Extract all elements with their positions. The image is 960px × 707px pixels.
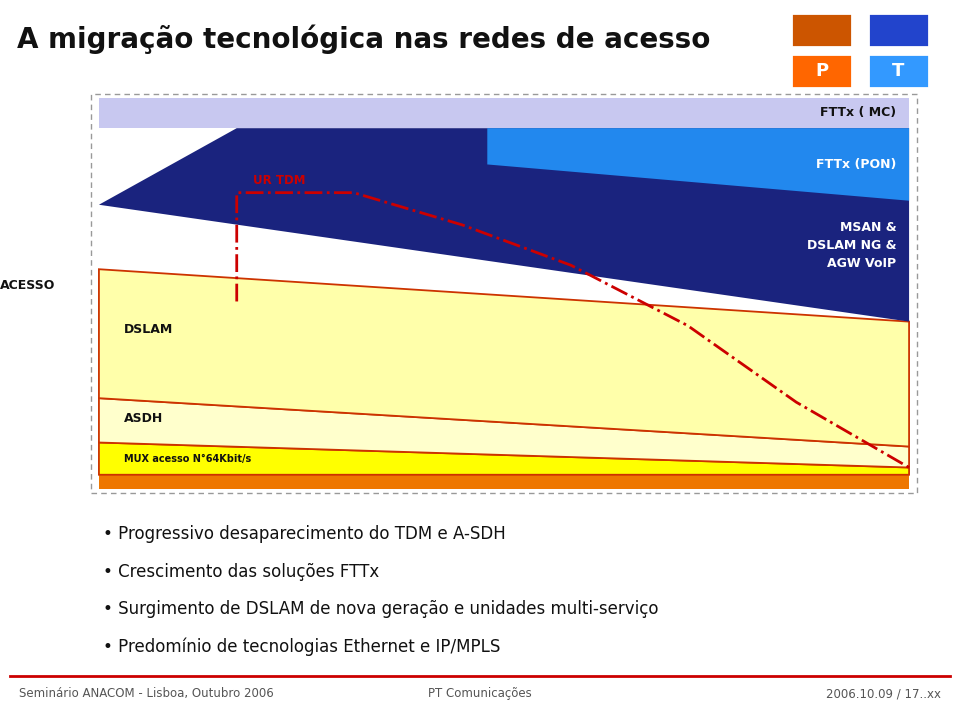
Bar (791, 13, 852, 47)
Text: • Crescimento das soluções FTTx: • Crescimento das soluções FTTx (104, 563, 379, 580)
Text: • Progressivo desaparecimento do TDM e A-SDH: • Progressivo desaparecimento do TDM e A… (104, 525, 506, 543)
Polygon shape (99, 128, 909, 322)
Text: 2006.10.09 / 17..xx: 2006.10.09 / 17..xx (826, 687, 941, 700)
Text: T: T (893, 62, 904, 80)
Text: PT Comunicações: PT Comunicações (428, 687, 532, 700)
Bar (791, 54, 852, 88)
Text: • Surgimento de DSLAM de nova geração e unidades multi-serviço: • Surgimento de DSLAM de nova geração e … (104, 600, 659, 618)
Text: ACESSO: ACESSO (0, 279, 56, 292)
Polygon shape (99, 269, 909, 447)
Polygon shape (488, 128, 909, 201)
Text: FTTx (PON): FTTx (PON) (816, 158, 897, 171)
Text: Seminário ANACOM - Lisboa, Outubro 2006: Seminário ANACOM - Lisboa, Outubro 2006 (19, 687, 274, 700)
Text: DSLAM: DSLAM (124, 323, 173, 336)
Polygon shape (99, 98, 909, 128)
Bar (868, 13, 929, 47)
Polygon shape (99, 398, 909, 467)
Polygon shape (99, 443, 909, 475)
Text: UR TDM: UR TDM (253, 174, 306, 187)
Text: MUX acesso N°64Kbit/s: MUX acesso N°64Kbit/s (124, 455, 252, 464)
Polygon shape (99, 475, 909, 489)
Text: FTTx ( MC): FTTx ( MC) (821, 106, 897, 119)
Text: ASDH: ASDH (124, 412, 163, 425)
Text: MSAN &
DSLAM NG &
AGW VoIP: MSAN & DSLAM NG & AGW VoIP (807, 221, 897, 269)
Text: • Predomínio de tecnologias Ethernet e IP/MPLS: • Predomínio de tecnologias Ethernet e I… (104, 638, 501, 656)
Text: P: P (815, 62, 828, 80)
Bar (868, 54, 929, 88)
Text: A migração tecnológica nas redes de acesso: A migração tecnológica nas redes de aces… (17, 24, 710, 54)
